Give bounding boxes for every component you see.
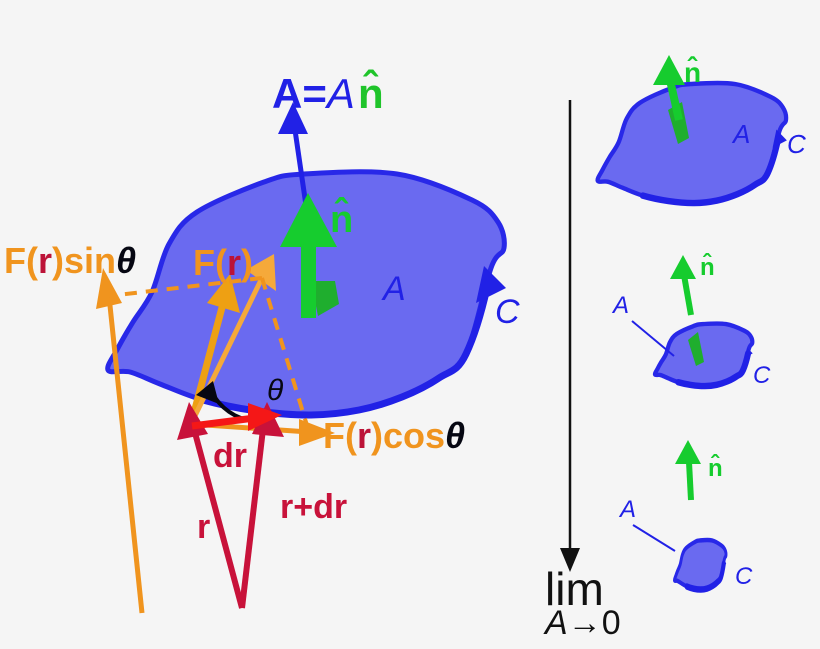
svg-text:C: C (735, 563, 753, 590)
svg-text:F(r)sinθ: F(r)sinθ (4, 240, 136, 281)
svg-text:A=A: A=A (272, 70, 355, 117)
svg-text:A: A (611, 292, 629, 319)
svg-text:A: A (618, 496, 636, 523)
svg-text:n̂: n̂ (700, 253, 715, 281)
svg-text:n̂: n̂ (358, 69, 384, 117)
svg-text:C: C (495, 293, 520, 331)
svg-text:r: r (197, 508, 210, 546)
svg-text:A: A (381, 270, 406, 308)
svg-text:θ: θ (267, 374, 284, 407)
svg-text:dr: dr (213, 437, 247, 475)
svg-text:A: A (731, 119, 750, 149)
svg-text:C: C (787, 129, 806, 159)
svg-text:r+dr: r+dr (280, 488, 347, 526)
svg-text:n̂: n̂ (684, 56, 701, 88)
svg-text:n̂: n̂ (708, 454, 723, 482)
svg-text:n̂: n̂ (330, 195, 353, 241)
svg-text:C: C (753, 362, 771, 389)
svg-text:F(r)cosθ: F(r)cosθ (323, 415, 465, 456)
svg-text:A→0: A→0 (543, 604, 621, 642)
svg-text:F(r): F(r) (193, 242, 253, 283)
